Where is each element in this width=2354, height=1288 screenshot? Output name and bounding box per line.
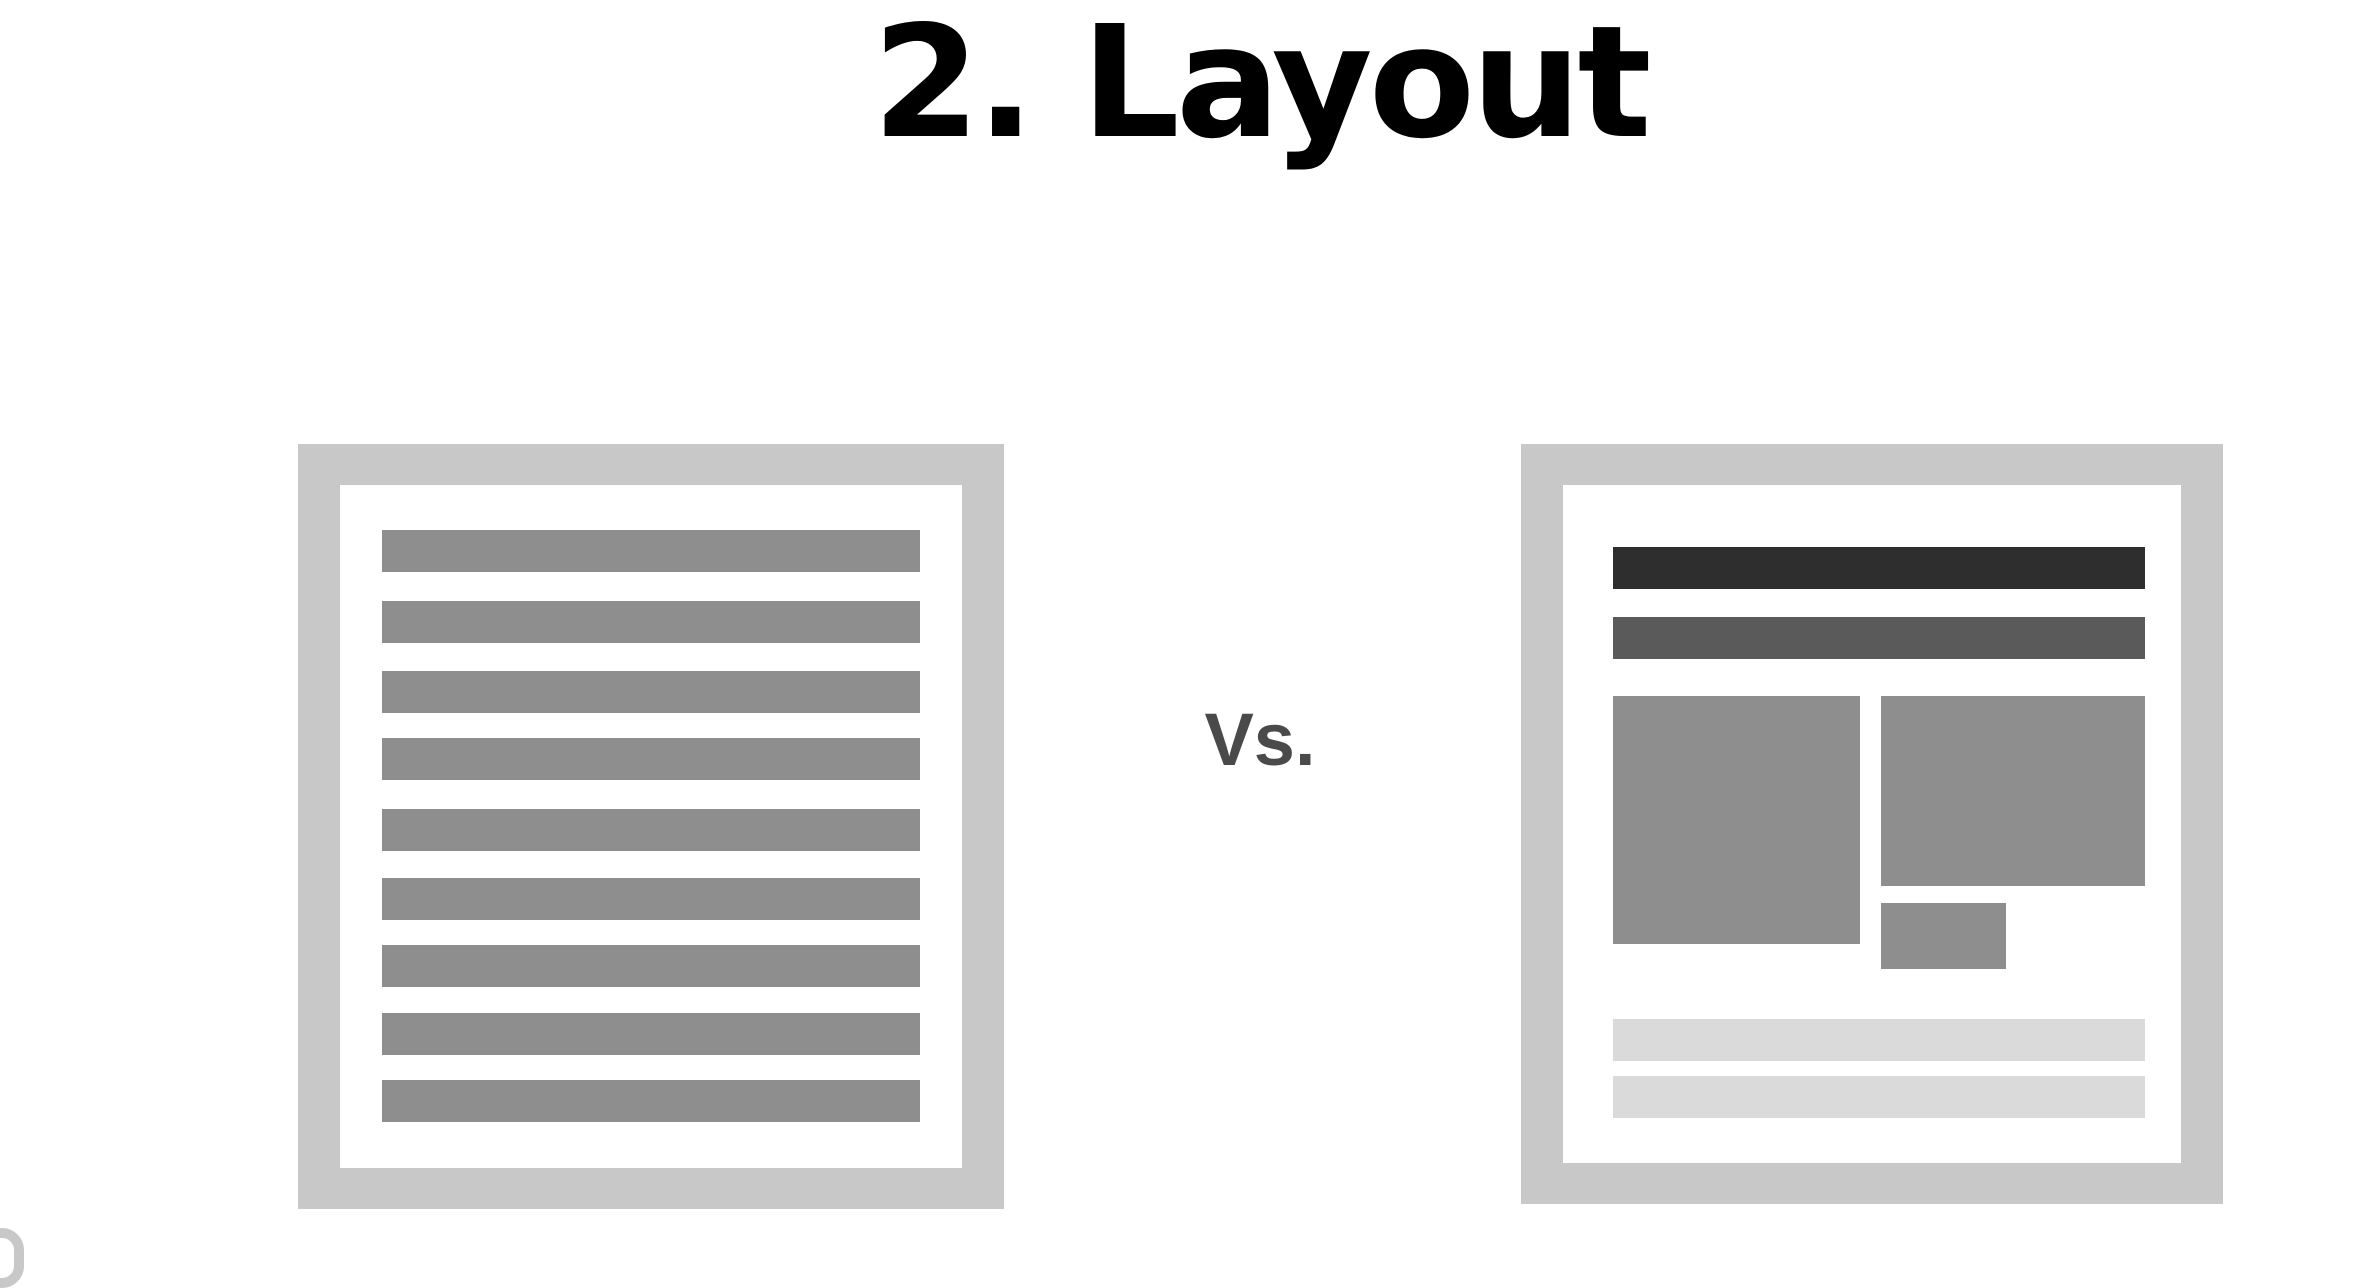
image-block-wide	[1881, 696, 2145, 886]
text-line-bar	[382, 878, 920, 920]
text-line-bar	[382, 601, 920, 643]
partial-icon-fragment	[0, 1228, 24, 1288]
footer-bar-1	[1613, 1019, 2145, 1061]
slide-title: 2. Layout	[872, 0, 1651, 173]
text-line-bar	[382, 809, 920, 851]
plain-text-page-icon	[298, 444, 1004, 1209]
page-inner	[340, 485, 962, 1168]
text-line-bar	[382, 671, 920, 713]
image-block-small	[1881, 903, 2006, 969]
page-inner	[1563, 485, 2181, 1163]
subheading-bar	[1613, 617, 2145, 659]
footer-bar-2	[1613, 1076, 2145, 1118]
headline-bar	[1613, 547, 2145, 589]
text-line-bar	[382, 945, 920, 987]
versus-label: Vs.	[1204, 698, 1316, 781]
image-block-large	[1613, 696, 1860, 944]
text-line-bar	[382, 1080, 920, 1122]
text-line-bar	[382, 530, 920, 572]
structured-layout-page-icon	[1521, 444, 2223, 1204]
text-line-bar	[382, 1013, 920, 1055]
text-line-bar	[382, 738, 920, 780]
